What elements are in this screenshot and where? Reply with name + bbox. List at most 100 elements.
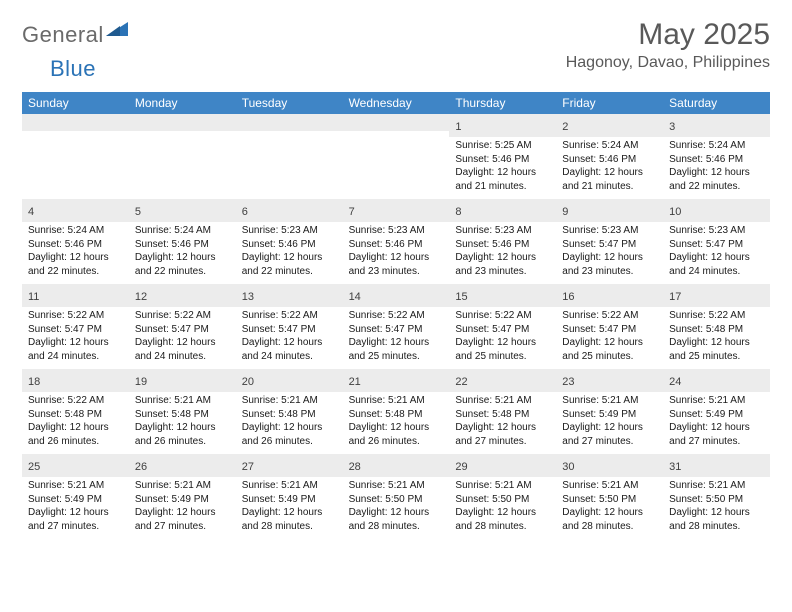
- day-body: Sunrise: 5:22 AMSunset: 5:47 PMDaylight:…: [22, 307, 129, 369]
- daynum-band: 27: [236, 454, 343, 477]
- day-cell: 3Sunrise: 5:24 AMSunset: 5:46 PMDaylight…: [663, 114, 770, 199]
- daylight-text: Daylight: 12 hours and 25 minutes.: [455, 336, 550, 363]
- dayhead: Monday: [129, 92, 236, 114]
- sunset-text: Sunset: 5:46 PM: [455, 153, 550, 167]
- day-number: 26: [135, 461, 147, 473]
- daylight-text: Daylight: 12 hours and 26 minutes.: [135, 421, 230, 448]
- daynum-band: 2: [556, 114, 663, 137]
- day-number: 17: [669, 291, 681, 303]
- sunrise-text: Sunrise: 5:21 AM: [669, 394, 764, 408]
- sunrise-text: Sunrise: 5:21 AM: [349, 479, 444, 493]
- daynum-band: 4: [22, 199, 129, 222]
- daynum-band: 31: [663, 454, 770, 477]
- logo-text-blue: Blue: [50, 56, 96, 81]
- sunrise-text: Sunrise: 5:21 AM: [349, 394, 444, 408]
- dayhead: Tuesday: [236, 92, 343, 114]
- day-body: Sunrise: 5:22 AMSunset: 5:47 PMDaylight:…: [236, 307, 343, 369]
- day-number: 20: [242, 376, 254, 388]
- day-body: Sunrise: 5:23 AMSunset: 5:46 PMDaylight:…: [236, 222, 343, 284]
- day-body: Sunrise: 5:21 AMSunset: 5:48 PMDaylight:…: [343, 392, 450, 454]
- day-cell: 15Sunrise: 5:22 AMSunset: 5:47 PMDayligh…: [449, 284, 556, 369]
- sunset-text: Sunset: 5:49 PM: [28, 493, 123, 507]
- location: Hagonoy, Davao, Philippines: [566, 54, 770, 72]
- dayhead-row: SundayMondayTuesdayWednesdayThursdayFrid…: [22, 92, 770, 114]
- day-body: Sunrise: 5:22 AMSunset: 5:47 PMDaylight:…: [449, 307, 556, 369]
- sunrise-text: Sunrise: 5:22 AM: [562, 309, 657, 323]
- sunrise-text: Sunrise: 5:22 AM: [455, 309, 550, 323]
- day-cell: 21Sunrise: 5:21 AMSunset: 5:48 PMDayligh…: [343, 369, 450, 454]
- daynum-band: 8: [449, 199, 556, 222]
- sunset-text: Sunset: 5:46 PM: [669, 153, 764, 167]
- day-body: Sunrise: 5:22 AMSunset: 5:48 PMDaylight:…: [663, 307, 770, 369]
- daynum-band: 7: [343, 199, 450, 222]
- daynum-band: 23: [556, 369, 663, 392]
- sunset-text: Sunset: 5:47 PM: [28, 323, 123, 337]
- daylight-text: Daylight: 12 hours and 21 minutes.: [455, 166, 550, 193]
- sunrise-text: Sunrise: 5:22 AM: [242, 309, 337, 323]
- daynum-band: 25: [22, 454, 129, 477]
- dayhead: Wednesday: [343, 92, 450, 114]
- daynum-band: 26: [129, 454, 236, 477]
- daylight-text: Daylight: 12 hours and 27 minutes.: [562, 421, 657, 448]
- day-number: 19: [135, 376, 147, 388]
- daylight-text: Daylight: 12 hours and 26 minutes.: [28, 421, 123, 448]
- day-cell: 5Sunrise: 5:24 AMSunset: 5:46 PMDaylight…: [129, 199, 236, 284]
- daylight-text: Daylight: 12 hours and 28 minutes.: [349, 506, 444, 533]
- sunset-text: Sunset: 5:48 PM: [135, 408, 230, 422]
- day-cell: 7Sunrise: 5:23 AMSunset: 5:46 PMDaylight…: [343, 199, 450, 284]
- sunset-text: Sunset: 5:48 PM: [349, 408, 444, 422]
- day-number: 13: [242, 291, 254, 303]
- day-number: 25: [28, 461, 40, 473]
- sunrise-text: Sunrise: 5:21 AM: [669, 479, 764, 493]
- month-title: May 2025: [566, 18, 770, 52]
- calendar: SundayMondayTuesdayWednesdayThursdayFrid…: [22, 92, 770, 539]
- logo-triangle-icon: [106, 20, 128, 41]
- day-body: [129, 131, 236, 189]
- daylight-text: Daylight: 12 hours and 24 minutes.: [28, 336, 123, 363]
- day-body: Sunrise: 5:23 AMSunset: 5:47 PMDaylight:…: [556, 222, 663, 284]
- sunset-text: Sunset: 5:46 PM: [562, 153, 657, 167]
- week-row: 4Sunrise: 5:24 AMSunset: 5:46 PMDaylight…: [22, 199, 770, 284]
- day-number: 2: [562, 121, 568, 133]
- day-body: Sunrise: 5:21 AMSunset: 5:49 PMDaylight:…: [663, 392, 770, 454]
- sunset-text: Sunset: 5:49 PM: [135, 493, 230, 507]
- day-body: Sunrise: 5:21 AMSunset: 5:50 PMDaylight:…: [556, 477, 663, 539]
- sunset-text: Sunset: 5:46 PM: [349, 238, 444, 252]
- day-cell: 6Sunrise: 5:23 AMSunset: 5:46 PMDaylight…: [236, 199, 343, 284]
- sunrise-text: Sunrise: 5:23 AM: [242, 224, 337, 238]
- sunset-text: Sunset: 5:46 PM: [242, 238, 337, 252]
- daylight-text: Daylight: 12 hours and 22 minutes.: [28, 251, 123, 278]
- day-cell: 23Sunrise: 5:21 AMSunset: 5:49 PMDayligh…: [556, 369, 663, 454]
- sunrise-text: Sunrise: 5:21 AM: [562, 394, 657, 408]
- daynum-band: 28: [343, 454, 450, 477]
- day-number: 3: [669, 121, 675, 133]
- sunset-text: Sunset: 5:47 PM: [455, 323, 550, 337]
- daynum-band: 1: [449, 114, 556, 137]
- day-cell: 31Sunrise: 5:21 AMSunset: 5:50 PMDayligh…: [663, 454, 770, 539]
- day-cell: 4Sunrise: 5:24 AMSunset: 5:46 PMDaylight…: [22, 199, 129, 284]
- daynum-band: [236, 114, 343, 131]
- day-cell: 2Sunrise: 5:24 AMSunset: 5:46 PMDaylight…: [556, 114, 663, 199]
- day-cell: 8Sunrise: 5:23 AMSunset: 5:46 PMDaylight…: [449, 199, 556, 284]
- logo-text-general: General: [22, 22, 104, 48]
- day-body: Sunrise: 5:22 AMSunset: 5:47 PMDaylight:…: [556, 307, 663, 369]
- day-cell: 1Sunrise: 5:25 AMSunset: 5:46 PMDaylight…: [449, 114, 556, 199]
- day-body: Sunrise: 5:21 AMSunset: 5:50 PMDaylight:…: [449, 477, 556, 539]
- daynum-band: [343, 114, 450, 131]
- daylight-text: Daylight: 12 hours and 24 minutes.: [242, 336, 337, 363]
- daylight-text: Daylight: 12 hours and 26 minutes.: [349, 421, 444, 448]
- day-body: Sunrise: 5:21 AMSunset: 5:48 PMDaylight:…: [449, 392, 556, 454]
- daylight-text: Daylight: 12 hours and 22 minutes.: [135, 251, 230, 278]
- sunset-text: Sunset: 5:48 PM: [669, 323, 764, 337]
- daynum-band: 30: [556, 454, 663, 477]
- daylight-text: Daylight: 12 hours and 28 minutes.: [242, 506, 337, 533]
- day-body: Sunrise: 5:21 AMSunset: 5:50 PMDaylight:…: [343, 477, 450, 539]
- daynum-band: 18: [22, 369, 129, 392]
- day-body: Sunrise: 5:21 AMSunset: 5:49 PMDaylight:…: [556, 392, 663, 454]
- daylight-text: Daylight: 12 hours and 21 minutes.: [562, 166, 657, 193]
- day-cell: 26Sunrise: 5:21 AMSunset: 5:49 PMDayligh…: [129, 454, 236, 539]
- daynum-band: 29: [449, 454, 556, 477]
- sunset-text: Sunset: 5:49 PM: [242, 493, 337, 507]
- day-number: 9: [562, 206, 568, 218]
- daylight-text: Daylight: 12 hours and 28 minutes.: [669, 506, 764, 533]
